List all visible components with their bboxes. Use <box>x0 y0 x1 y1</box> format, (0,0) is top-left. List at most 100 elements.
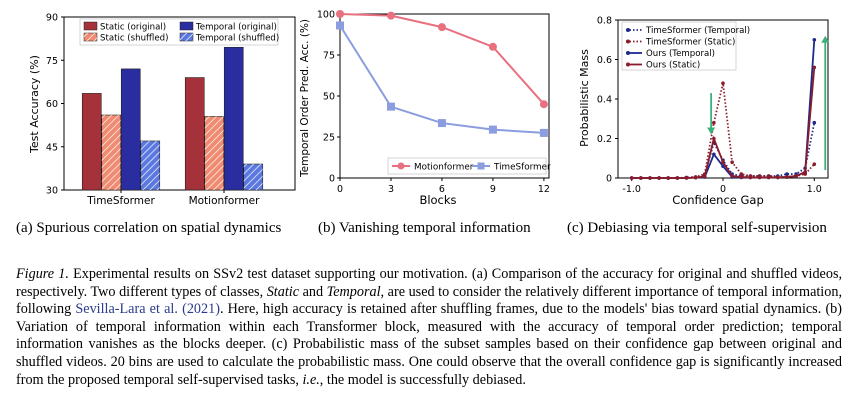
chart-c-legend-marker <box>626 28 630 32</box>
chart-c-legend-label: Ours (Temporal) <box>646 49 715 59</box>
chart-c-point <box>766 175 771 180</box>
chart-b-legend <box>387 157 547 175</box>
chart-c-legend-label: Ours (Static) <box>646 61 700 71</box>
chart-c-point <box>785 172 789 176</box>
chart-a-category-label: TimeSformer <box>86 195 155 207</box>
chart-a-ytick-label: 60 <box>46 99 58 110</box>
chart-c-point <box>657 176 661 180</box>
chart-a-legend-swatch-hatch <box>84 33 97 41</box>
chart-c-point <box>702 174 707 179</box>
chart-b-xtick-label: 12 <box>538 184 550 195</box>
chart-c-xtick-label: -1.0 <box>622 184 641 195</box>
chart-a-bar <box>81 93 102 191</box>
chart-c-legend-marker <box>626 39 630 44</box>
figure-caption: Figure 1. Experimental results on SSv2 t… <box>16 266 842 389</box>
chart-b-legend-marker <box>477 162 485 170</box>
caption-static: Static <box>266 283 300 300</box>
caption-text-2: and <box>299 283 327 300</box>
chart-b-temporal-order: Temporal Order Pred. Acc. (%) Blocks 0 25… <box>299 10 551 208</box>
chart-c-point <box>629 176 634 180</box>
chart-b-xlabel: Blocks <box>419 193 456 207</box>
chart-a-ytick-label: 45 <box>46 142 58 153</box>
chart-c-ytick-label: 0.2 <box>597 134 612 145</box>
chart-b-point <box>488 125 497 134</box>
chart-b-ytick-label: 0 <box>329 174 335 185</box>
chart-c-xtick-label: 0 <box>720 184 726 195</box>
chart-c-point <box>712 152 716 157</box>
chart-c-point <box>730 160 734 164</box>
chart-c-arrow-head <box>821 35 830 43</box>
chart-c-xtick-label: 1.0 <box>807 184 822 195</box>
chart-a-bar-hatch <box>101 115 121 190</box>
chart-a-legend-swatch <box>83 21 98 31</box>
chart-b-point <box>437 119 446 128</box>
chart-b-xtick-label: 0 <box>337 184 343 195</box>
chart-b-point <box>437 23 446 32</box>
chart-c-legend-marker <box>626 51 630 55</box>
chart-a-bar <box>223 46 244 191</box>
chart-a-legend-label: Temporal (shuffled) <box>195 34 279 44</box>
chart-b-ylabel: Temporal Order Pred. Acc. (%) <box>299 19 311 178</box>
chart-c-point <box>648 176 652 180</box>
chart-a-bar <box>120 68 141 191</box>
chart-c-point <box>739 175 744 179</box>
chart-b-legend-label: Motionformer <box>414 163 474 173</box>
chart-c-point <box>812 65 817 70</box>
chart-c-point <box>721 164 725 168</box>
chart-c-point <box>675 176 680 180</box>
chart-c-point <box>757 175 762 180</box>
chart-a-accuracy-bars: Test Accuracy (%) 30 45 60 75 90 TimeSformer M… <box>28 13 296 207</box>
chart-b-ytick-label: 50 <box>323 92 335 103</box>
caption-text-1: Experimental results on SSv2 test datase… <box>16 266 843 300</box>
chart-b-point <box>488 42 497 51</box>
chart-a-bar-hatch <box>204 116 224 190</box>
chart-b-point <box>539 128 548 137</box>
chart-c-ytick-label: 0.6 <box>597 55 612 66</box>
chart-a-bar <box>184 77 205 191</box>
caption-c: (c) Debiasing via temporal self-supervis… <box>567 220 827 236</box>
chart-b-ytick-label: 25 <box>323 133 335 144</box>
chart-a-legend-swatch-hatch <box>180 33 193 41</box>
chart-b-frame <box>339 13 550 179</box>
chart-a-legend-swatch <box>179 21 194 31</box>
chart-c-point <box>812 162 817 166</box>
chart-c-ytick-label: 0 <box>606 174 612 185</box>
chart-c-point <box>730 174 734 178</box>
chart-c-point <box>684 176 689 180</box>
chart-a-legend-label: Temporal (original) <box>195 23 277 33</box>
chart-b-legend-label: TimeSformer <box>493 163 551 173</box>
chart-c-point <box>785 175 789 179</box>
caption-temporal: Temporal <box>326 283 381 300</box>
caption-text-4: . Here, high accuracy is retained after … <box>16 301 842 388</box>
chart-b-point <box>386 102 395 111</box>
chart-a-ytick-label: 30 <box>46 186 58 197</box>
chart-a-category-label: Motionformer <box>189 195 261 207</box>
caption-text-5: , the model is successfully debiased. <box>319 371 526 388</box>
chart-c-point <box>639 176 643 180</box>
chart-b-ytick-label: 75 <box>323 51 335 62</box>
caption-text-3: , are used to consider the relatively di… <box>16 283 842 318</box>
chart-c-point <box>712 120 716 125</box>
chart-c-xlabel: Confidence Gap <box>672 193 764 207</box>
chart-a-legend-label: Static (original) <box>100 23 166 33</box>
citation-link[interactable]: Sevilla-Lara et al. (2021) <box>75 301 220 318</box>
chart-a-ytick-label: 90 <box>46 13 58 24</box>
chart-a-legend <box>79 18 279 46</box>
chart-c-point <box>794 174 798 178</box>
chart-a-legend-label: Static (shuffled) <box>100 34 168 44</box>
chart-a-bar-hatch <box>243 164 263 190</box>
chart-c-ylabel: Probabilistic Mass <box>578 49 591 147</box>
chart-b-point <box>336 10 344 18</box>
chart-c-ytick-label: 0.4 <box>597 95 612 106</box>
chart-b-point <box>336 21 344 30</box>
chart-c-probabilistic-mass: Probabilistic Mass Confidence Gap 0 0.2 0.… <box>578 16 830 207</box>
chart-a-ylabel: Test Accuracy (%) <box>28 55 41 154</box>
chart-b-xtick-label: 9 <box>490 184 496 195</box>
chart-c-point <box>812 120 817 125</box>
chart-c-point <box>775 175 780 180</box>
caption-a: (a) Spurious correlation on spatial dyna… <box>16 220 282 236</box>
chart-c-legend-label: TimeSformer (Temporal) <box>645 26 750 36</box>
chart-c-legend-label: TimeSformer (Static) <box>645 38 735 48</box>
chart-a-bar-hatch <box>140 140 160 190</box>
chart-c-series-line <box>631 122 816 179</box>
